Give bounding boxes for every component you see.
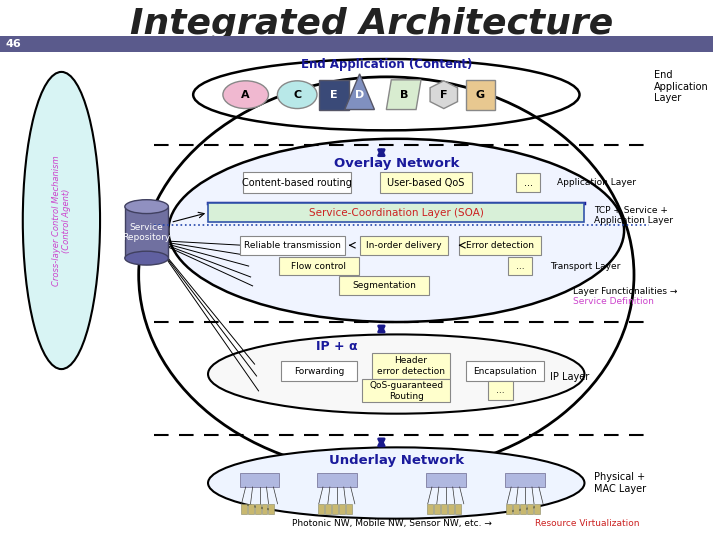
Text: ...: ... — [523, 178, 533, 188]
Text: Resource Virtualization: Resource Virtualization — [535, 519, 639, 528]
Bar — [248, 504, 253, 514]
Text: E: E — [330, 90, 338, 100]
Text: End
Application
Layer: End Application Layer — [654, 70, 708, 103]
Bar — [318, 504, 324, 514]
FancyBboxPatch shape — [508, 256, 533, 275]
Bar — [441, 504, 447, 514]
Text: QoS-guaranteed
Routing: QoS-guaranteed Routing — [369, 381, 444, 401]
FancyBboxPatch shape — [459, 236, 541, 255]
Ellipse shape — [23, 72, 100, 369]
Bar — [269, 504, 274, 514]
Bar — [513, 504, 519, 514]
Bar — [261, 504, 267, 514]
Ellipse shape — [168, 139, 624, 322]
Bar — [332, 504, 338, 514]
FancyBboxPatch shape — [282, 361, 356, 381]
Text: G: G — [476, 90, 485, 100]
Bar — [208, 202, 585, 222]
Ellipse shape — [208, 334, 585, 414]
FancyBboxPatch shape — [488, 381, 513, 400]
Text: B: B — [400, 90, 408, 100]
Ellipse shape — [223, 81, 269, 109]
FancyBboxPatch shape — [279, 256, 359, 275]
Text: IP Layer: IP Layer — [550, 372, 589, 382]
Bar — [466, 80, 495, 110]
Ellipse shape — [125, 251, 168, 265]
Bar — [506, 504, 512, 514]
Bar — [346, 504, 351, 514]
Text: Transport Layer: Transport Layer — [550, 261, 620, 271]
Text: A: A — [241, 90, 250, 100]
Ellipse shape — [277, 81, 317, 109]
Text: ...: ... — [516, 261, 524, 271]
Text: Service
Repository: Service Repository — [122, 222, 171, 242]
Polygon shape — [430, 81, 457, 109]
FancyBboxPatch shape — [466, 361, 544, 381]
Text: Application Layer: Application Layer — [557, 178, 636, 187]
Bar — [240, 504, 247, 514]
Text: Flow control: Flow control — [292, 261, 346, 271]
Text: Cross-layer Control Mechanism
(Control Agent): Cross-layer Control Mechanism (Control A… — [52, 155, 71, 286]
Bar — [448, 504, 454, 514]
Text: D: D — [355, 90, 364, 100]
Text: F: F — [440, 90, 448, 100]
Text: Layer Functionalities →: Layer Functionalities → — [572, 287, 677, 296]
FancyBboxPatch shape — [380, 172, 472, 193]
FancyBboxPatch shape — [362, 380, 450, 402]
Bar — [255, 504, 261, 514]
Text: Reliable transmission: Reliable transmission — [244, 241, 341, 250]
Bar — [317, 473, 356, 487]
Bar — [339, 504, 345, 514]
Text: Content-based routing: Content-based routing — [242, 178, 352, 188]
Bar — [505, 473, 545, 487]
Bar — [434, 504, 440, 514]
FancyBboxPatch shape — [339, 276, 429, 295]
Text: Header
error detection: Header error detection — [377, 356, 445, 376]
Ellipse shape — [208, 447, 585, 519]
Ellipse shape — [125, 200, 168, 213]
Text: Service-Coordination Layer (SOA): Service-Coordination Layer (SOA) — [309, 207, 484, 218]
Text: Error detection: Error detection — [467, 241, 534, 250]
Text: Underlay Network: Underlay Network — [329, 454, 464, 467]
Text: User-based QoS: User-based QoS — [387, 178, 464, 188]
FancyBboxPatch shape — [516, 173, 541, 192]
Text: C: C — [293, 90, 301, 100]
Text: In-order delivery: In-order delivery — [366, 241, 442, 250]
Text: IP + α: IP + α — [316, 340, 358, 353]
Text: Service Definition: Service Definition — [572, 297, 654, 306]
Bar — [534, 504, 540, 514]
Text: ...: ... — [496, 387, 505, 395]
Bar — [455, 504, 461, 514]
Bar — [427, 504, 433, 514]
Text: End Application (Content): End Application (Content) — [301, 58, 472, 71]
Bar — [0, 36, 714, 52]
Bar — [520, 504, 526, 514]
Text: Integrated Architecture: Integrated Architecture — [130, 8, 613, 42]
Text: 46: 46 — [6, 39, 22, 49]
FancyBboxPatch shape — [372, 353, 450, 380]
Text: Photonic NW, Mobile NW, Sensor NW, etc. →: Photonic NW, Mobile NW, Sensor NW, etc. … — [292, 519, 495, 528]
Text: Forwarding: Forwarding — [294, 367, 344, 376]
Bar — [319, 80, 348, 110]
Bar — [125, 207, 168, 258]
Text: Encapsulation: Encapsulation — [474, 367, 537, 376]
Polygon shape — [387, 80, 421, 110]
Text: TCP + Service +
Application Layer: TCP + Service + Application Layer — [595, 206, 673, 225]
FancyBboxPatch shape — [240, 236, 345, 255]
Polygon shape — [345, 74, 374, 110]
Bar — [325, 504, 331, 514]
Text: Overlay Network: Overlay Network — [333, 157, 459, 170]
Bar — [527, 504, 533, 514]
Text: Physical +
MAC Layer: Physical + MAC Layer — [595, 472, 647, 494]
FancyBboxPatch shape — [243, 172, 351, 193]
Text: Segmentation: Segmentation — [352, 281, 416, 291]
Bar — [240, 473, 279, 487]
FancyBboxPatch shape — [360, 236, 449, 255]
Bar — [426, 473, 466, 487]
